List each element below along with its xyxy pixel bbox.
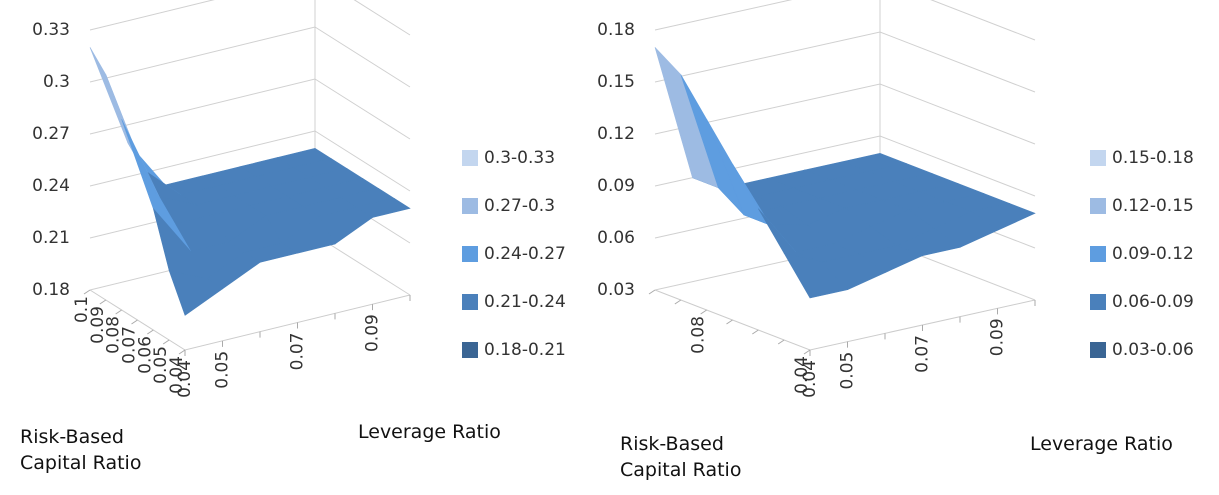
x-tick-label: 0.04 xyxy=(175,360,195,398)
x-tick-label: 0.09 xyxy=(988,318,1008,356)
depth-tick xyxy=(648,289,656,295)
z-tick-label: 0.12 xyxy=(597,124,635,144)
x-axis-title: Leverage Ratio xyxy=(358,421,501,443)
z-tick-label: 0.33 xyxy=(32,20,70,40)
z-tick-label: 0.18 xyxy=(32,280,70,300)
x-tick-label: 0.05 xyxy=(838,352,858,390)
depth-tick xyxy=(700,309,707,315)
legend-label: 0.12-0.15 xyxy=(1112,196,1194,216)
x-tick-label: 0.07 xyxy=(913,335,933,373)
x-axis-title: Leverage Ratio xyxy=(1030,433,1173,455)
depth-tick-label: 0.1 xyxy=(72,296,92,323)
depth-tick xyxy=(99,299,107,305)
depth-tick xyxy=(752,329,759,335)
grid-line xyxy=(654,0,1036,41)
depth-tick-label: 0.07 xyxy=(120,326,140,364)
legend-swatch xyxy=(1090,342,1106,358)
z-tick-label: 0.3 xyxy=(43,72,70,92)
depth-tick-label: 0.09 xyxy=(88,306,108,344)
grid-line xyxy=(654,31,1036,93)
z-tick-label: 0.27 xyxy=(32,124,70,144)
legend-label: 0.27-0.3 xyxy=(484,196,555,216)
surface-patch xyxy=(654,47,719,189)
depth-tick xyxy=(115,309,122,315)
legend-label: 0.09-0.12 xyxy=(1112,244,1194,264)
grid-line xyxy=(89,0,411,36)
legend-label: 0.15-0.18 xyxy=(1112,148,1194,168)
z-tick-label: 0.24 xyxy=(32,176,70,196)
legend-label: 0.21-0.24 xyxy=(484,292,566,312)
depth-tick xyxy=(178,349,186,355)
depth-axis-title: Risk-Based Capital Ratio xyxy=(20,426,142,474)
legend-swatch xyxy=(1090,150,1106,166)
depth-tick xyxy=(147,329,154,335)
depth-tick-label: 0.08 xyxy=(104,316,124,354)
x-tick-label: 0.09 xyxy=(363,314,383,352)
depth-axis-title: Risk-Based Capital Ratio xyxy=(620,433,742,481)
depth-tick-label: 0.08 xyxy=(689,316,709,354)
grid-line xyxy=(89,26,411,88)
legend-swatch xyxy=(462,294,478,310)
z-tick-label: 0.09 xyxy=(597,176,635,196)
depth-tick xyxy=(674,299,682,305)
x-tick-label: 0.05 xyxy=(213,351,233,389)
legend-label: 0.18-0.21 xyxy=(484,340,566,360)
legend-swatch xyxy=(462,198,478,214)
legend-swatch xyxy=(462,150,478,166)
legend-label: 0.24-0.27 xyxy=(484,244,566,264)
legend-label: 0.06-0.09 xyxy=(1112,292,1194,312)
legend-swatch xyxy=(1090,198,1106,214)
depth-tick xyxy=(162,339,170,345)
z-tick-label: 0.21 xyxy=(32,228,70,248)
x-tick-label: 0.04 xyxy=(800,360,820,398)
legend-swatch xyxy=(1090,294,1106,310)
depth-tick xyxy=(83,289,91,295)
z-tick-label: 0.18 xyxy=(597,20,635,40)
depth-tick xyxy=(726,319,733,325)
depth-tick xyxy=(131,319,138,325)
legend-swatch xyxy=(462,246,478,262)
legend-swatch xyxy=(1090,246,1106,262)
depth-tick xyxy=(803,349,811,355)
grid-line xyxy=(89,78,411,140)
z-tick-label: 0.15 xyxy=(597,72,635,92)
floor xyxy=(654,289,1036,351)
surface-patch xyxy=(783,252,849,299)
depth-tick-label: 0.05 xyxy=(151,346,171,384)
surface-patch xyxy=(168,270,224,316)
depth-tick-label: 0.04 xyxy=(167,356,187,394)
legend-label: 0.03-0.06 xyxy=(1112,340,1194,360)
depth-tick xyxy=(777,339,785,345)
depth-tick-label: 0.04 xyxy=(792,356,812,394)
z-tick-label: 0.06 xyxy=(597,228,635,248)
x-tick-label: 0.07 xyxy=(288,333,308,371)
legend-swatch xyxy=(462,342,478,358)
depth-tick-label: 0.06 xyxy=(135,336,155,374)
legend-label: 0.3-0.33 xyxy=(484,148,555,168)
z-tick-label: 0.03 xyxy=(597,280,635,300)
